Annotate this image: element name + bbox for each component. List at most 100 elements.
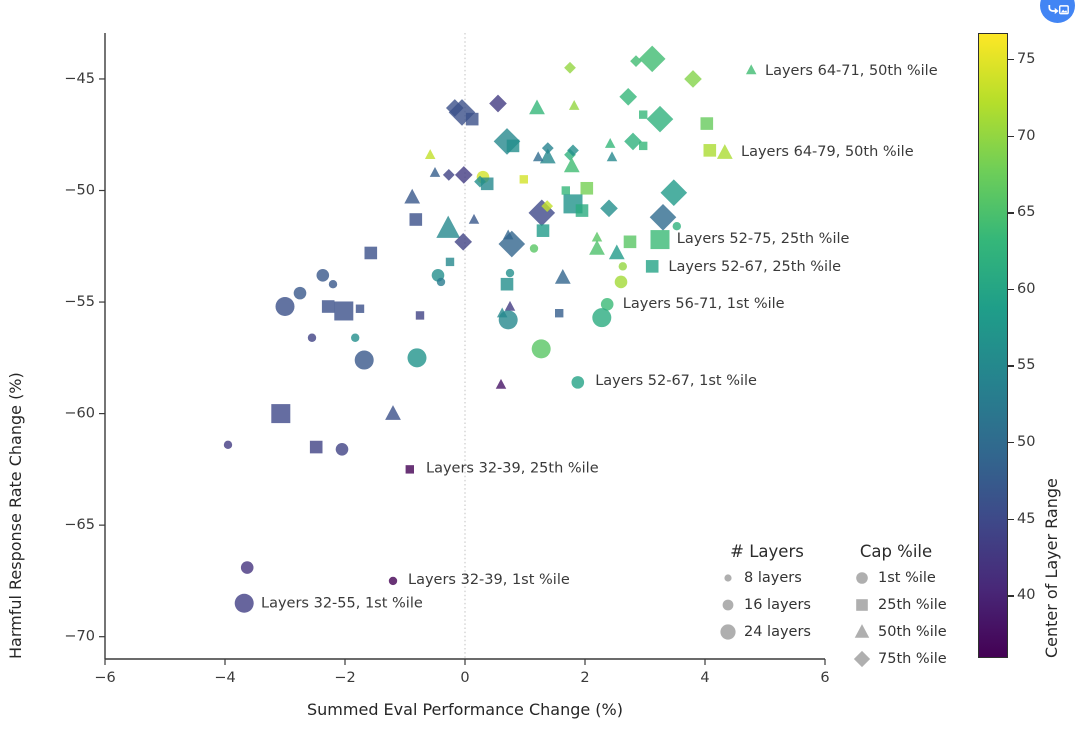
legend-item-label: 24 layers [744, 623, 811, 640]
scatter-point [700, 117, 714, 130]
scatter-point [554, 269, 571, 284]
colorbar-tick-label: 70 [1017, 127, 1036, 144]
scatter-point [316, 268, 330, 282]
scatter-point [529, 99, 545, 115]
point-annotation: Layers 32-39, 1st %ile [408, 572, 570, 588]
legend-item-label: 50th %ile [878, 623, 947, 640]
scatter-point [436, 277, 446, 287]
scatter-point [604, 137, 616, 148]
shape-legend-marker [856, 598, 868, 611]
point-annotation: Layers 64-71, 50th %ile [765, 63, 938, 79]
scatter-point [623, 235, 637, 249]
y-axis-label: Harmful Response Rate Change (%) [6, 372, 25, 659]
y-tick-label: −55 [64, 294, 95, 310]
scatter-point [684, 70, 702, 88]
scatter-point [321, 300, 335, 313]
scatter-point [442, 169, 455, 181]
colorbar-tick-label: 65 [1017, 204, 1036, 221]
y-tick-label: −50 [64, 183, 95, 199]
scatter-point [645, 260, 659, 273]
shape-legend-marker [853, 650, 871, 667]
legend-item-label: 1st %ile [878, 569, 936, 586]
scatter-point [646, 105, 674, 133]
scatter-point [672, 221, 681, 231]
colorbar [978, 33, 1008, 658]
colorbar-tick-label: 55 [1017, 357, 1036, 374]
scatter-point [454, 166, 473, 184]
legend-item-label: 8 layers [744, 569, 802, 586]
scatter-point [429, 166, 441, 177]
scatter-point [506, 139, 520, 153]
scatter-point [307, 333, 317, 342]
scatter-point [388, 576, 398, 586]
shape-legend: Cap %ile 1st %ile 25th %ile 50th %ile 75th … [840, 540, 952, 672]
scatter-point [468, 213, 480, 224]
scatter-point [407, 348, 427, 368]
colorbar-tick [1008, 365, 1014, 367]
scatter-point [328, 280, 338, 289]
scatter-point [223, 440, 233, 450]
legend-item: 25th %ile [840, 591, 952, 618]
scatter-point [445, 99, 464, 117]
scatter-point [409, 213, 423, 226]
point-annotation: Layers 52-75, 25th %ile [677, 231, 850, 247]
colorbar-tick [1008, 135, 1014, 138]
scatter-point [529, 244, 539, 253]
scatter-point [589, 240, 605, 255]
legend-item-label: 25th %ile [878, 596, 947, 613]
colorbar-tick-label: 60 [1017, 280, 1036, 297]
legend-item-label: 16 layers [744, 596, 811, 613]
scatter-point [575, 204, 589, 217]
colorbar-tick [1008, 518, 1014, 520]
scatter-point [745, 64, 757, 75]
scatter-point [591, 231, 603, 242]
colorbar-label: Center of Layer Range [1042, 478, 1061, 658]
scatter-point [564, 61, 576, 74]
legend-item: 8 layers [706, 564, 828, 591]
scatter-point [563, 157, 580, 173]
point-annotation: Layers 32-55, 1st %ile [261, 596, 423, 612]
scatter-point [234, 593, 254, 613]
colorbar-tick [1008, 59, 1014, 61]
x-tick-label: −4 [214, 670, 235, 686]
scatter-point [716, 144, 733, 159]
scatter-point [351, 333, 360, 342]
legend-item: 50th %ile [840, 618, 952, 645]
scatter-point [703, 144, 717, 157]
scatter-point [489, 94, 507, 113]
scatter-point [309, 440, 323, 454]
scatter-point [539, 148, 556, 164]
colorbar-tick-label: 75 [1017, 51, 1036, 68]
y-tick-label: −60 [64, 406, 95, 422]
scatter-point [660, 179, 688, 207]
size-legend-marker [720, 623, 736, 640]
scatter-point [505, 268, 515, 278]
scatter-point [500, 277, 514, 291]
scatter-point [364, 246, 378, 260]
scatter-point [568, 100, 580, 110]
scatter-point [639, 141, 648, 151]
scatter-point [630, 55, 642, 67]
scatter-point [536, 224, 550, 237]
scatter-point [519, 175, 528, 184]
export-image-button[interactable] [1040, 0, 1075, 23]
scatter-point [624, 132, 642, 151]
scatter-point [354, 350, 374, 370]
colorbar-tick-label: 45 [1017, 510, 1036, 527]
colorbar-tick [1008, 442, 1014, 444]
scatter-point [405, 465, 414, 474]
point-annotation: Layers 52-67, 25th %ile [668, 259, 841, 275]
shape-legend-marker [856, 571, 868, 584]
size-legend-marker [724, 573, 732, 582]
point-annotation: Layers 64-79, 50th %ile [741, 144, 914, 160]
scatter-point [614, 275, 628, 289]
colorbar-tick-label: 40 [1017, 587, 1036, 604]
legend-item: 75th %ile [840, 645, 952, 672]
scatter-point [541, 142, 554, 154]
scatter-point [531, 339, 551, 359]
scatter-point [445, 257, 455, 267]
scatter-point [454, 232, 473, 251]
x-tick-label: −2 [334, 670, 355, 686]
